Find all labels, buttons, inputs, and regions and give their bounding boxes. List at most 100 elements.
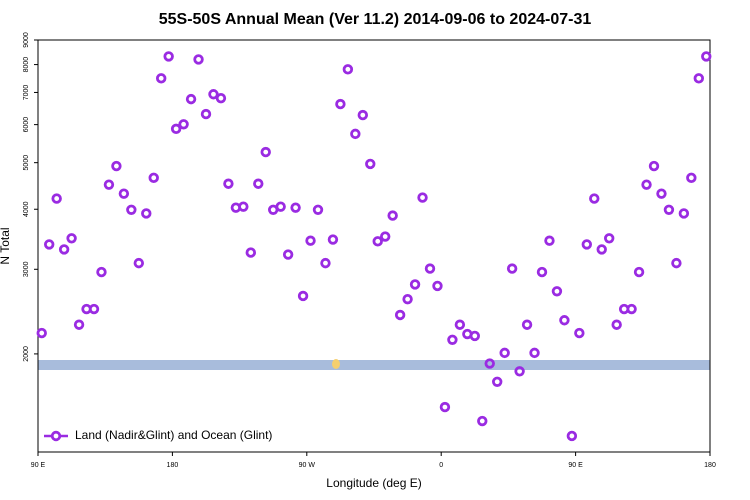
data-point bbox=[701, 51, 712, 62]
land-patch bbox=[332, 359, 340, 369]
data-point bbox=[36, 327, 47, 339]
data-point bbox=[141, 208, 152, 219]
y-axis-label: N Total bbox=[0, 227, 12, 264]
data-point bbox=[163, 51, 174, 62]
data-point bbox=[506, 263, 518, 274]
data-point bbox=[193, 54, 204, 65]
data-point bbox=[648, 160, 660, 172]
x-tick-label: 0 bbox=[439, 462, 443, 469]
data-point bbox=[432, 280, 443, 292]
data-point bbox=[357, 109, 368, 121]
data-point bbox=[439, 401, 451, 413]
data-point bbox=[238, 201, 249, 212]
data-point bbox=[566, 430, 578, 442]
x-tick-label: 90 W bbox=[299, 462, 316, 469]
data-point bbox=[73, 319, 85, 330]
data-point bbox=[335, 98, 346, 110]
data-point bbox=[290, 202, 301, 213]
data-point bbox=[103, 179, 115, 190]
data-point bbox=[327, 234, 339, 245]
data-point bbox=[297, 290, 309, 302]
data-point bbox=[44, 239, 55, 250]
data-point bbox=[551, 286, 563, 297]
data-point bbox=[380, 231, 391, 242]
data-point bbox=[372, 236, 383, 247]
data-point bbox=[253, 178, 264, 189]
y-tick-label: 9000 bbox=[23, 32, 30, 48]
data-point bbox=[417, 192, 428, 203]
data-point bbox=[589, 193, 600, 204]
data-point bbox=[275, 201, 286, 212]
data-point bbox=[178, 119, 189, 130]
data-point bbox=[596, 244, 607, 255]
data-point bbox=[126, 204, 137, 215]
legend-label: Land (Nadir&Glint) and Ocean (Glint) bbox=[75, 428, 272, 442]
x-tick-label: 180 bbox=[167, 462, 179, 469]
data-point bbox=[604, 233, 615, 244]
data-point bbox=[245, 247, 256, 258]
data-point bbox=[581, 239, 592, 250]
data-point bbox=[394, 309, 406, 321]
data-point bbox=[656, 188, 667, 199]
ocean-band bbox=[38, 360, 710, 370]
data-point bbox=[305, 235, 316, 246]
x-tick-label: 90 E bbox=[31, 462, 46, 469]
data-point bbox=[536, 266, 548, 278]
data-point bbox=[529, 347, 540, 359]
data-point bbox=[88, 303, 100, 315]
data-point bbox=[514, 366, 525, 377]
y-tick-label: 4000 bbox=[23, 201, 30, 217]
data-point bbox=[66, 233, 77, 244]
data-point bbox=[342, 64, 354, 75]
data-point bbox=[521, 319, 533, 330]
data-point bbox=[671, 257, 682, 269]
y-tick-label: 5000 bbox=[23, 155, 30, 171]
data-point bbox=[641, 179, 652, 190]
data-point bbox=[282, 249, 294, 260]
y-tick-label: 8000 bbox=[23, 57, 30, 73]
data-point bbox=[185, 93, 197, 105]
data-point bbox=[447, 334, 458, 345]
y-tick-label: 6000 bbox=[23, 117, 30, 133]
data-point bbox=[170, 123, 182, 135]
data-point bbox=[155, 73, 167, 84]
y-tick-label: 3000 bbox=[23, 261, 30, 277]
data-point bbox=[350, 128, 361, 140]
data-point bbox=[260, 146, 271, 158]
data-point bbox=[118, 188, 130, 199]
data-point bbox=[312, 204, 324, 215]
data-point bbox=[320, 257, 331, 269]
data-point bbox=[96, 266, 107, 278]
data-point bbox=[559, 315, 570, 326]
data-point bbox=[484, 358, 495, 369]
data-point bbox=[499, 347, 510, 359]
y-tick-label: 7000 bbox=[23, 85, 30, 101]
data-point bbox=[454, 319, 466, 330]
plot-frame bbox=[37, 39, 711, 453]
data-point bbox=[111, 160, 122, 172]
x-tick-label: 90 E bbox=[568, 462, 583, 469]
data-point bbox=[58, 244, 70, 255]
x-tick-label: 180 bbox=[704, 462, 716, 469]
data-point bbox=[693, 73, 704, 84]
data-point bbox=[387, 210, 398, 221]
data-point bbox=[678, 208, 690, 219]
data-point bbox=[663, 204, 675, 215]
data-point bbox=[208, 89, 219, 100]
data-point bbox=[469, 330, 480, 342]
data-point bbox=[424, 263, 436, 274]
data-point bbox=[409, 279, 421, 290]
data-point bbox=[633, 266, 645, 278]
chart-title: 55S-50S Annual Mean (Ver 11.2) 2014-09-0… bbox=[159, 11, 592, 28]
data-point bbox=[215, 92, 227, 104]
data-point bbox=[686, 172, 697, 184]
data-point bbox=[402, 293, 413, 305]
data-point bbox=[544, 235, 555, 246]
data-point bbox=[574, 327, 585, 339]
legend-marker bbox=[50, 430, 62, 442]
data-point bbox=[51, 193, 62, 204]
data-point bbox=[626, 303, 637, 315]
data-point bbox=[133, 257, 144, 269]
data-point bbox=[148, 172, 159, 184]
data-point bbox=[611, 319, 622, 330]
